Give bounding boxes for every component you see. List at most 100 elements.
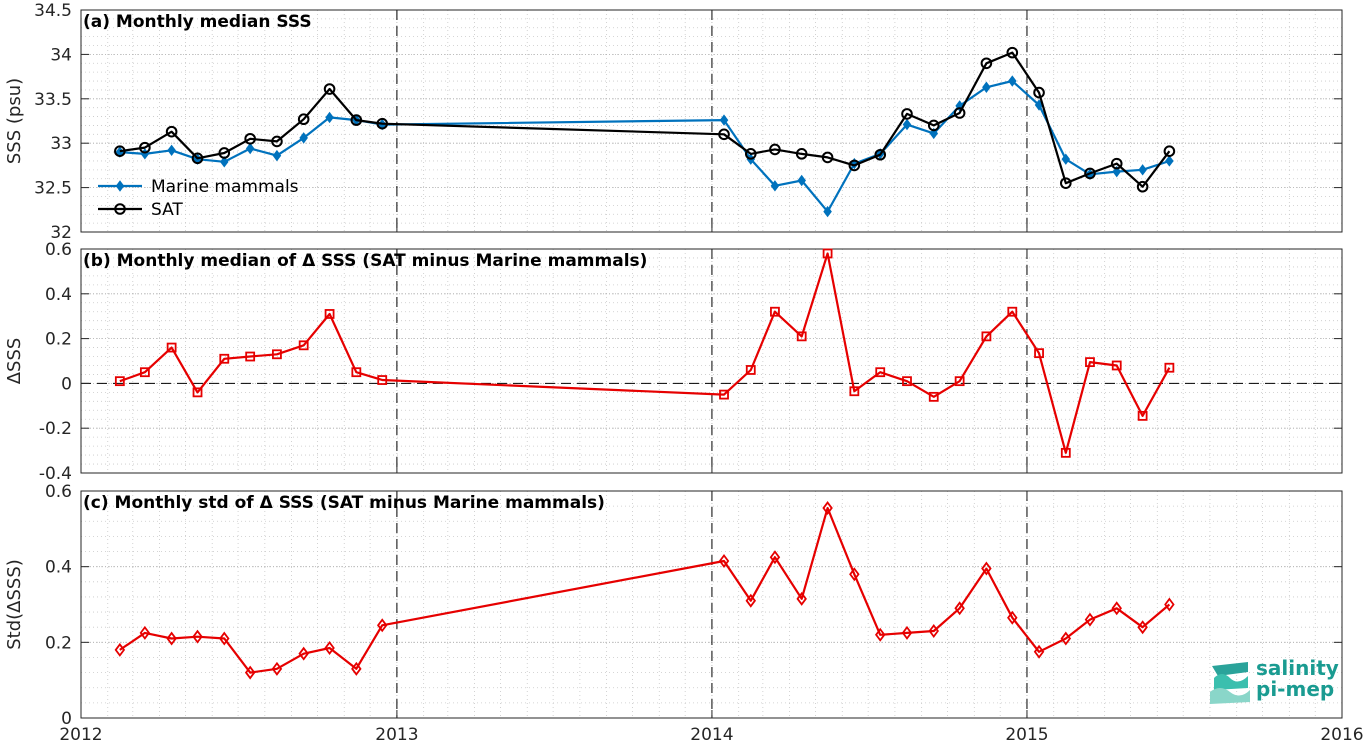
data-point <box>244 665 256 680</box>
data-point <box>796 331 807 342</box>
data-point <box>1084 167 1096 180</box>
data-point <box>139 367 150 378</box>
data-point <box>1033 86 1045 99</box>
data-point <box>927 119 940 132</box>
data-point <box>244 132 256 145</box>
data-point <box>139 141 151 154</box>
data-point <box>745 593 757 608</box>
logo-line-2: pi-mep <box>1256 677 1335 701</box>
data-point <box>1138 164 1147 176</box>
panel-c: 0 0.2 0.4 0.6 2012 2013 2014 2015 2016 Std(ΔSSS) (… <box>4 482 1364 745</box>
data-point <box>323 83 336 95</box>
data-point <box>1084 612 1096 627</box>
panel-a: 32 32.5 33 33.5 34 34.5 SSS (psu) (a) Monthly m… <box>4 1 1343 243</box>
y-tick-label: 33 <box>50 134 72 154</box>
y-tick-label: 32 <box>50 223 72 243</box>
data-point <box>350 114 363 126</box>
y-tick-label: 0.6 <box>45 482 72 502</box>
data-point <box>719 114 729 126</box>
data-point <box>191 152 204 165</box>
data-point <box>219 631 230 646</box>
data-point <box>822 501 833 516</box>
series-line-0 <box>119 252 1171 454</box>
data-point <box>1061 153 1071 165</box>
y-tick-label: 0.4 <box>45 558 72 578</box>
data-point <box>245 351 256 362</box>
legend-marker <box>114 203 126 215</box>
y-tick-label: 34 <box>50 45 72 65</box>
logo-wave-icon <box>1210 662 1250 704</box>
legend: Marine mammals SAT <box>98 177 299 220</box>
data-point <box>272 149 282 162</box>
data-point <box>822 248 833 259</box>
data-point <box>351 661 362 676</box>
data-point <box>901 625 913 640</box>
data-point <box>718 128 730 141</box>
x-tick-label: 2013 <box>375 725 418 745</box>
data-point <box>1006 46 1019 59</box>
y-axis-label: ΔSSS <box>4 338 25 385</box>
data-point <box>745 365 756 375</box>
y-tick-label: 0.6 <box>45 240 72 260</box>
data-point <box>377 375 388 385</box>
data-point <box>954 601 965 616</box>
y-tick-label: 0.2 <box>45 330 72 350</box>
data-point <box>220 156 229 168</box>
data-point <box>1034 348 1044 359</box>
data-point <box>928 623 939 638</box>
logo-line-1: salinity <box>1256 656 1339 680</box>
data-point <box>219 353 230 364</box>
data-point <box>982 81 991 93</box>
data-point <box>325 111 334 124</box>
panel-b: -0.4 -0.2 0 0.2 0.4 0.6 ΔSSS (b) Monthly median… <box>4 240 1343 484</box>
data-point <box>770 306 780 317</box>
data-point <box>875 367 886 378</box>
y-tick-label: 0 <box>61 709 72 729</box>
data-point <box>167 144 176 157</box>
data-point <box>166 631 177 646</box>
data-point <box>1110 157 1123 170</box>
data-point <box>324 641 335 656</box>
x-tick-label: 2012 <box>59 725 102 745</box>
data-point <box>1008 75 1017 87</box>
data-point <box>928 391 939 402</box>
data-point <box>165 125 178 138</box>
data-point <box>1060 177 1072 189</box>
data-point <box>1111 360 1122 371</box>
data-point <box>769 143 781 156</box>
y-axis-label: SSS (psu) <box>4 78 25 164</box>
data-point <box>1060 631 1072 646</box>
data-point <box>139 625 151 640</box>
data-point <box>953 107 966 119</box>
data-point <box>901 108 913 120</box>
y-tick-label: 33.5 <box>34 90 72 110</box>
series-line-0 <box>119 506 1171 674</box>
data-point <box>1137 620 1148 635</box>
y-tick-label: 0 <box>61 374 72 394</box>
data-point <box>218 147 231 159</box>
data-point <box>1007 610 1018 625</box>
data-point <box>271 661 283 676</box>
data-point <box>1085 357 1095 368</box>
panel-title: (a) Monthly median SSS <box>83 12 312 32</box>
data-point <box>376 618 388 633</box>
legend-marker <box>115 180 125 192</box>
data-point <box>821 151 834 164</box>
data-point <box>902 376 912 387</box>
data-point <box>797 174 806 187</box>
x-tick-label: 2016 <box>1320 725 1363 745</box>
data-point <box>298 646 309 661</box>
data-point <box>744 148 757 160</box>
x-tick-label: 2015 <box>1005 725 1048 745</box>
y-tick-label: 32.5 <box>34 179 72 199</box>
data-point <box>795 148 808 160</box>
data-point <box>929 127 939 140</box>
data-point <box>114 642 126 657</box>
data-point <box>718 553 730 568</box>
data-point <box>849 567 860 582</box>
data-point <box>299 132 308 144</box>
data-point <box>1111 601 1122 616</box>
data-point <box>770 180 780 192</box>
data-point <box>1136 180 1149 193</box>
